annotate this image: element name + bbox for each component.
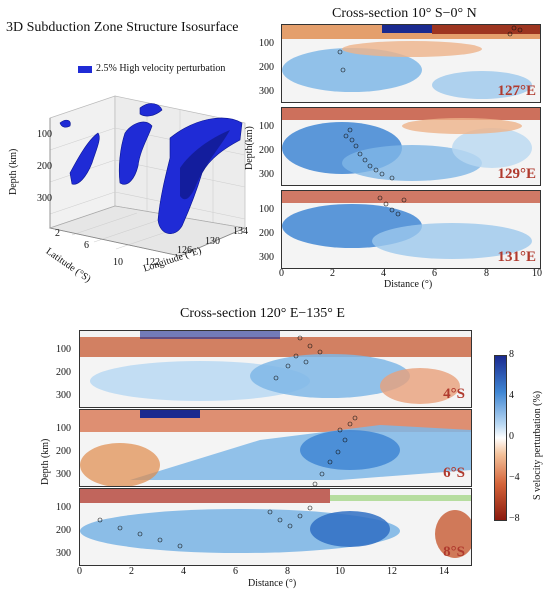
iso-depth-tick: 300 xyxy=(37,193,52,204)
colorbar-tick: 0 xyxy=(509,431,514,442)
top-depth-tick: 100 xyxy=(259,38,274,49)
bottom-depth-tick: 100 xyxy=(56,423,71,434)
iso-lon-tick: 130 xyxy=(205,236,220,247)
iso-lon-tick: 126 xyxy=(177,245,192,256)
iso-lat-tick: 10 xyxy=(113,257,123,268)
top-cross-title: Cross-section 10° S−0° N xyxy=(332,6,477,21)
iso-lat-tick: 2 xyxy=(55,228,60,239)
top-x-tick: 2 xyxy=(330,268,335,279)
iso-depth-tick: 200 xyxy=(37,161,52,172)
panel-label: 6°S xyxy=(443,465,465,481)
panel-label: 129°E xyxy=(497,166,536,182)
top-panel-2: 129°E xyxy=(281,107,541,186)
tomography-image xyxy=(282,191,540,268)
bottom-depth-tick: 200 xyxy=(56,367,71,378)
bottom-depth-tick: 100 xyxy=(56,502,71,513)
bottom-x-tick: 10 xyxy=(335,566,345,577)
colorbar-tick: 8 xyxy=(509,349,514,360)
top-depth-tick: 300 xyxy=(259,86,274,97)
colorbar-label: S velocity perturbation (%) xyxy=(532,390,543,500)
top-depth-tick: 200 xyxy=(259,62,274,73)
bottom-depth-label: Depth (km) xyxy=(40,438,51,485)
bottom-depth-tick: 300 xyxy=(56,548,71,559)
colorbar-tick: −8 xyxy=(509,513,520,524)
bottom-depth-tick: 100 xyxy=(56,344,71,355)
panel-label: 4°S xyxy=(443,386,465,402)
top-depth-tick: 300 xyxy=(259,252,274,263)
bottom-depth-tick: 300 xyxy=(56,390,71,401)
top-x-tick: 6 xyxy=(432,268,437,279)
bottom-x-tick: 0 xyxy=(77,566,82,577)
top-depth-tick: 100 xyxy=(259,121,274,132)
iso-depth-tick: 100 xyxy=(37,129,52,140)
panel-label: 8°S xyxy=(443,544,465,560)
bottom-depth-tick: 300 xyxy=(56,469,71,480)
legend-label: 2.5% High velocity perturbation xyxy=(96,63,226,74)
tomography-image xyxy=(80,331,471,407)
bottom-depth-tick: 200 xyxy=(56,446,71,457)
iso-lat-tick: 6 xyxy=(84,240,89,251)
top-panel-1: 127°E xyxy=(281,24,541,103)
bottom-cross-title: Cross-section 120° E−135° E xyxy=(180,306,345,321)
bottom-x-tick: 8 xyxy=(285,566,290,577)
colorbar-tick: −4 xyxy=(509,472,520,483)
top-x-tick: 8 xyxy=(484,268,489,279)
bottom-depth-tick: 200 xyxy=(56,525,71,536)
top-depth-tick: 200 xyxy=(259,228,274,239)
top-x-tick: 0 xyxy=(279,268,284,279)
top-depth-tick: 200 xyxy=(259,145,274,156)
top-x-tick: 4 xyxy=(381,268,386,279)
legend-swatch xyxy=(78,66,92,73)
panel-label: 131°E xyxy=(497,249,536,265)
bottom-x-tick: 14 xyxy=(439,566,449,577)
iso3d-title: 3D Subduction Zone Structure Isosurface xyxy=(6,20,239,35)
iso-lon-tick: 134 xyxy=(233,226,248,237)
iso-depth-label: Depth (km) xyxy=(8,148,19,195)
iso-lon-tick: 122 xyxy=(145,257,160,268)
bottom-panel-3: 8°S xyxy=(79,488,472,566)
bottom-x-tick: 4 xyxy=(181,566,186,577)
tomography-image xyxy=(282,25,540,102)
tomography-image xyxy=(80,410,471,486)
bottom-x-label: Distance (°) xyxy=(248,578,297,589)
colorbar xyxy=(494,355,507,521)
top-x-label: Distance (°) xyxy=(384,279,433,290)
top-panel-3: 131°E xyxy=(281,190,541,269)
bottom-x-tick: 6 xyxy=(233,566,238,577)
colorbar-tick: 4 xyxy=(509,390,514,401)
bottom-x-tick: 12 xyxy=(387,566,397,577)
top-depth-label: Depth(km) xyxy=(244,126,255,170)
bottom-x-tick: 2 xyxy=(129,566,134,577)
top-depth-tick: 300 xyxy=(259,169,274,180)
tomography-image xyxy=(80,489,471,565)
panel-label: 127°E xyxy=(497,83,536,99)
bottom-panel-2: 6°S xyxy=(79,409,472,487)
iso3d-plot xyxy=(48,95,247,257)
bottom-panel-1: 4°S xyxy=(79,330,472,408)
top-x-tick: 10 xyxy=(532,268,542,279)
top-depth-tick: 100 xyxy=(259,204,274,215)
